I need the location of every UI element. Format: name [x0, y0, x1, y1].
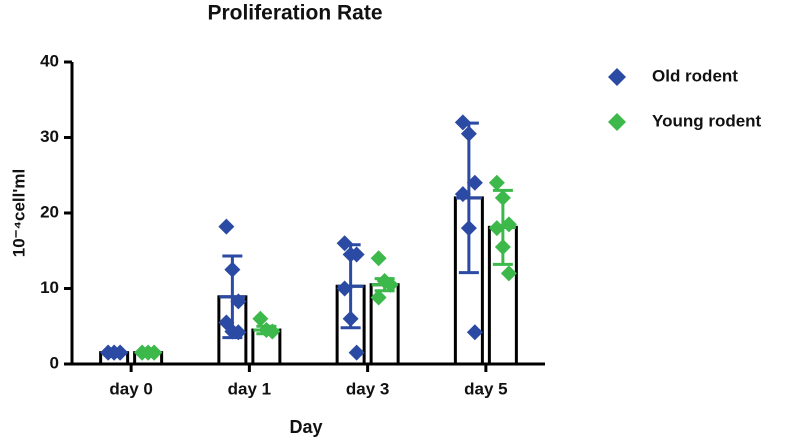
data-point: [488, 174, 505, 191]
legend-marker: [608, 68, 626, 86]
data-point: [348, 246, 365, 263]
legend-marker: [608, 113, 626, 131]
x-tick-label: day 1: [228, 379, 271, 398]
data-point: [336, 280, 353, 297]
data-point: [500, 265, 517, 282]
legend-label: Young rodent: [652, 111, 762, 130]
chart-title: Proliferation Rate: [207, 2, 382, 25]
data-point: [348, 344, 365, 361]
data-point: [252, 310, 269, 327]
y-tick-label: 40: [40, 51, 59, 70]
x-tick-label: day 0: [109, 379, 152, 398]
data-point: [466, 324, 483, 341]
data-point: [370, 250, 387, 267]
legend-label: Old rodent: [652, 66, 738, 85]
x-axis-title: Day: [289, 417, 322, 437]
x-tick-label: day 5: [464, 379, 507, 398]
data-point: [336, 235, 353, 252]
y-tick-label: 20: [40, 202, 59, 221]
data-point: [466, 174, 483, 191]
x-tick-label: day 3: [346, 379, 389, 398]
y-axis-title: 10⁻⁴cell'ml: [9, 169, 28, 258]
data-point: [218, 218, 235, 235]
y-tick-label: 10: [40, 278, 59, 297]
data-point: [370, 289, 387, 306]
y-tick-label: 0: [50, 353, 59, 372]
y-tick-label: 30: [40, 127, 59, 146]
